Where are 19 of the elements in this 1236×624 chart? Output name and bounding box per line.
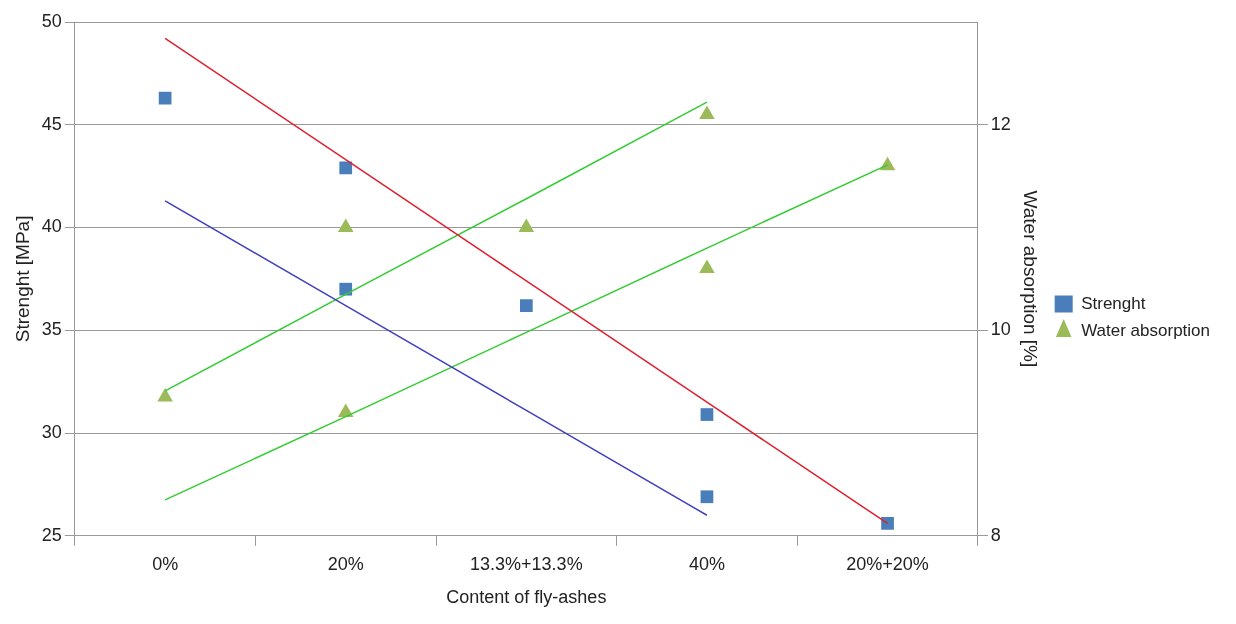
x-axis-title: Content of fly-ashes [446, 587, 607, 608]
y-tick-label: 50 [41, 10, 62, 31]
x-tick-label: 40% [688, 553, 725, 574]
y-tick-label: 25 [41, 524, 62, 545]
x-tick-label: 20%+20% [846, 553, 929, 574]
legend-label: Strenght [1081, 293, 1146, 313]
y2-tick-label: 8 [990, 524, 1001, 545]
x-tick-label: 13.3%+13.3% [470, 553, 583, 574]
y2-axis-title: Water absorption [%] [1020, 190, 1042, 368]
y-axis-title: Strenght [MPa] [11, 215, 33, 343]
y2-tick-label: 12 [990, 113, 1011, 134]
y-tick-label: 30 [41, 422, 62, 443]
y-tick-label: 45 [41, 113, 62, 134]
y-tick-label: 35 [41, 319, 62, 340]
y-tick-label: 40 [41, 216, 62, 237]
x-tick-label: 0% [152, 553, 179, 574]
legend-label: Water absorption [1081, 320, 1211, 340]
y2-tick-label: 10 [990, 319, 1011, 340]
x-tick-label: 20% [327, 553, 364, 574]
